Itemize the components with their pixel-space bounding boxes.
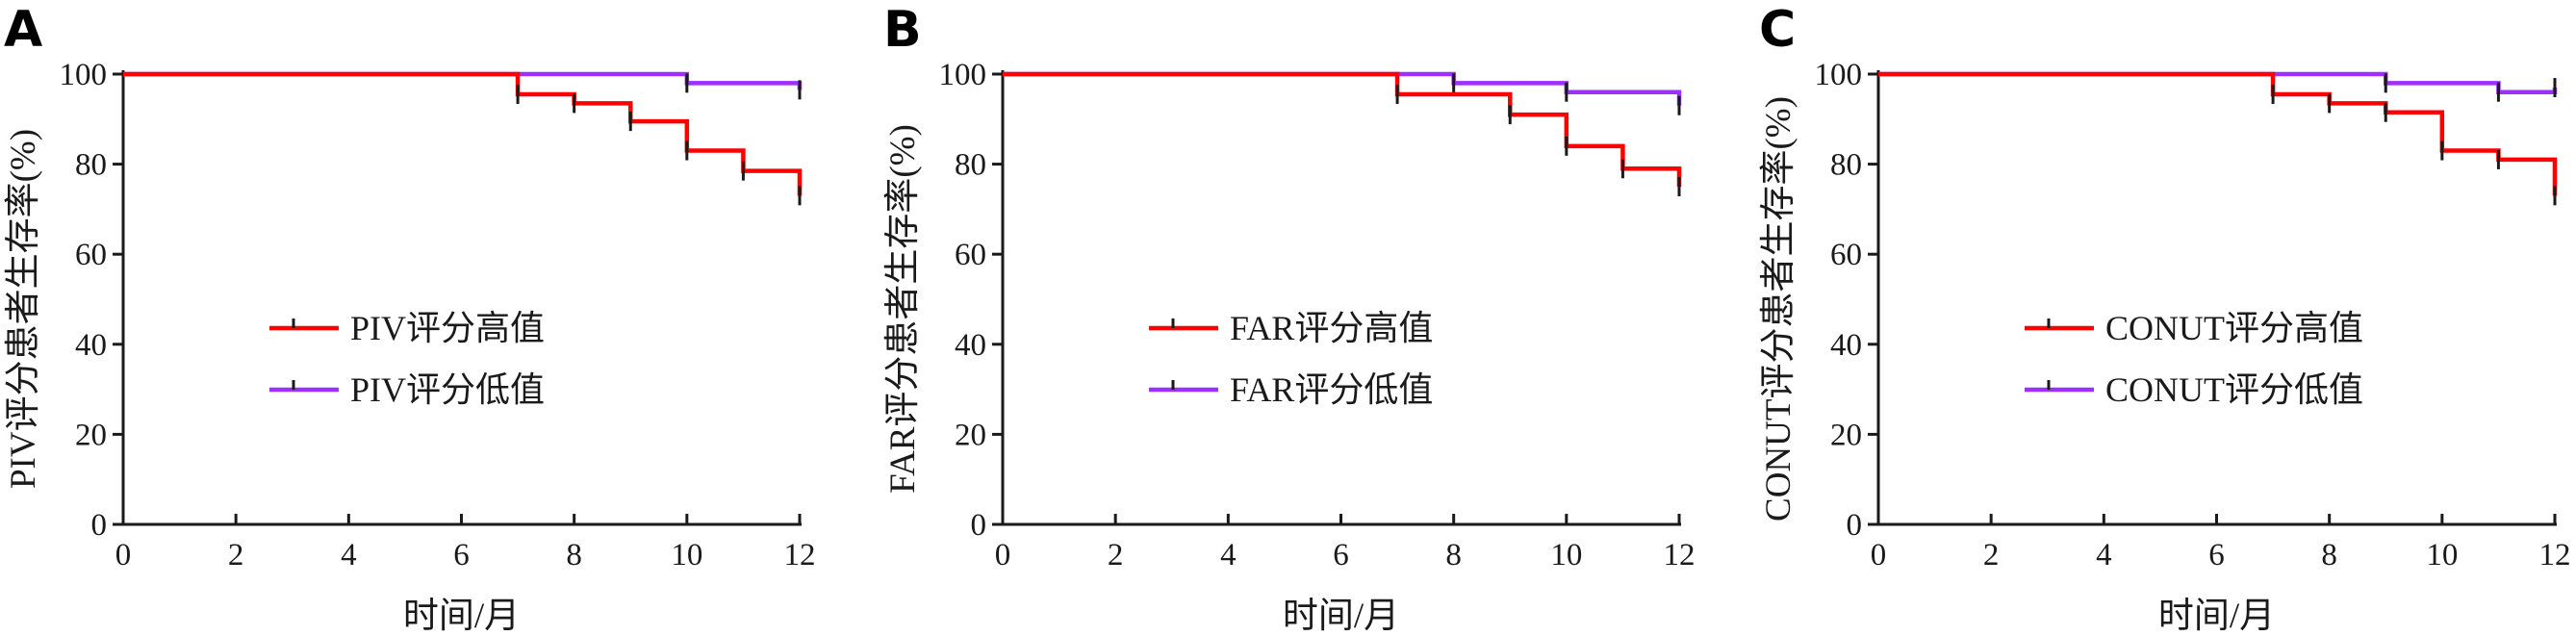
x-tick-label: 6: [1333, 538, 1349, 572]
y-tick-label: 0: [1847, 508, 1863, 543]
chart-panel-a: A 0 2 4 6 8 10 12 0 20 40 60 80 100 时间/月 PIV评分患者生存率(%) P…: [3, 1, 816, 636]
survival-curve-low: [1878, 71, 2558, 94]
survival-curve-high: [123, 71, 803, 196]
x-tick-label: 2: [228, 538, 244, 572]
y-tick-label: 40: [1830, 328, 1862, 363]
x-tick-label: 12: [2539, 538, 2571, 572]
y-tick-label: 100: [60, 58, 108, 92]
x-axis-label: 时间/月: [2158, 597, 2275, 636]
legend-label-high: PIV评分高值: [350, 309, 545, 347]
y-tick-label: 60: [75, 238, 107, 272]
y-tick-label: 100: [1815, 58, 1863, 92]
y-tick-label: 60: [1830, 238, 1862, 272]
survival-curve-high: [1878, 71, 2558, 196]
y-tick-label: 80: [1830, 148, 1862, 183]
legend-label-low: CONUT评分低值: [2105, 370, 2363, 409]
chart-panel-c: C 0 2 4 6 8 10 12 0 20 40 60 80 100 时间/月 CONUT评分患者生存率(%…: [1758, 1, 2571, 636]
x-axis-label: 时间/月: [403, 597, 520, 636]
y-axis-label: FAR评分患者生存率(%): [882, 124, 923, 494]
y-tick-label: 20: [955, 418, 986, 452]
x-tick-label: 4: [1220, 538, 1237, 572]
panel-letter: A: [4, 1, 42, 59]
y-tick-label: 80: [955, 148, 986, 183]
x-tick-label: 10: [671, 538, 702, 572]
y-tick-label: 0: [91, 508, 108, 543]
y-axis-label: PIV评分患者生存率(%): [3, 129, 43, 489]
x-tick-label: 0: [995, 538, 1011, 572]
x-tick-label: 2: [1108, 538, 1124, 572]
y-tick-label: 20: [1830, 418, 1862, 452]
x-tick-label: 10: [1550, 538, 1582, 572]
x-tick-label: 8: [2321, 538, 2337, 572]
legend-label-low: PIV评分低值: [350, 370, 545, 409]
x-tick-label: 4: [341, 538, 357, 572]
panel-letter: B: [883, 1, 922, 59]
survival-curve-low: [123, 71, 803, 90]
y-tick-label: 40: [955, 328, 986, 363]
x-tick-label: 12: [1664, 538, 1696, 572]
x-tick-label: 0: [115, 538, 132, 572]
x-tick-label: 4: [2096, 538, 2112, 572]
y-axis-label: CONUT评分患者生存率(%): [1758, 96, 1798, 522]
y-tick-label: 100: [939, 58, 987, 92]
x-tick-label: 2: [1983, 538, 2000, 572]
panel-letter: C: [1759, 1, 1796, 59]
x-tick-label: 10: [2426, 538, 2458, 572]
x-tick-label: 6: [2208, 538, 2225, 572]
chart-panel-b: B 0 2 4 6 8 10 12 0 20 40 60 80 100 时间/月 FAR评分患者生存率(%) F…: [882, 1, 1696, 636]
y-tick-label: 80: [75, 148, 107, 183]
legend-label-high: FAR评分高值: [1230, 309, 1433, 347]
x-tick-label: 0: [1871, 538, 1887, 572]
x-tick-label: 8: [566, 538, 582, 572]
x-tick-label: 8: [1445, 538, 1462, 572]
y-tick-label: 0: [971, 508, 987, 543]
legend-label-high: CONUT评分高值: [2105, 309, 2363, 347]
x-tick-label: 6: [453, 538, 470, 572]
legend-label-low: FAR评分低值: [1230, 370, 1433, 409]
survival-curve-low: [1003, 71, 1682, 106]
y-tick-label: 40: [75, 328, 107, 363]
x-axis-label: 时间/月: [1283, 597, 1399, 636]
y-tick-label: 60: [955, 238, 986, 272]
x-tick-label: 12: [784, 538, 816, 572]
y-tick-label: 20: [75, 418, 107, 452]
